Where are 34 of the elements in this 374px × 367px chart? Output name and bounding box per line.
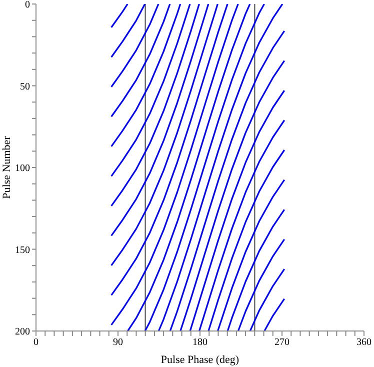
y-tick-label: 50	[20, 81, 30, 92]
line-series	[237, 238, 286, 331]
line-series	[169, 30, 286, 331]
line-series	[180, 60, 286, 331]
line-series	[110, 4, 182, 148]
line-series	[158, 4, 284, 331]
x-tick-label: 270	[274, 337, 290, 348]
line-series	[110, 4, 200, 207]
y-axis-title: Pulse Number	[0, 136, 13, 199]
y-tick-label: 0	[25, 0, 30, 11]
line-series	[110, 4, 210, 236]
line-series	[144, 4, 266, 331]
line-series	[208, 149, 286, 331]
line-series	[198, 119, 286, 331]
line-series	[226, 208, 286, 331]
y-tick-label: 150	[15, 244, 30, 256]
line-series	[189, 90, 286, 331]
line-series	[110, 4, 171, 118]
line-series	[110, 4, 146, 58]
line-series	[216, 178, 286, 331]
x-tick-label: 180	[192, 337, 208, 348]
y-tick-label: 100	[15, 163, 30, 174]
x-tick-label: 0	[34, 337, 38, 348]
line-series	[110, 4, 228, 296]
x-tick-label: 360	[356, 337, 372, 348]
line-series	[249, 268, 286, 331]
line-series	[126, 4, 251, 331]
x-tick-label: 90	[113, 337, 123, 348]
line-series	[110, 4, 191, 177]
line-series	[110, 4, 218, 266]
line-series	[110, 4, 239, 326]
y-tick-label: 200	[15, 326, 30, 338]
line-series	[110, 4, 160, 88]
x-axis-title: Pulse Phase (deg)	[160, 354, 240, 366]
